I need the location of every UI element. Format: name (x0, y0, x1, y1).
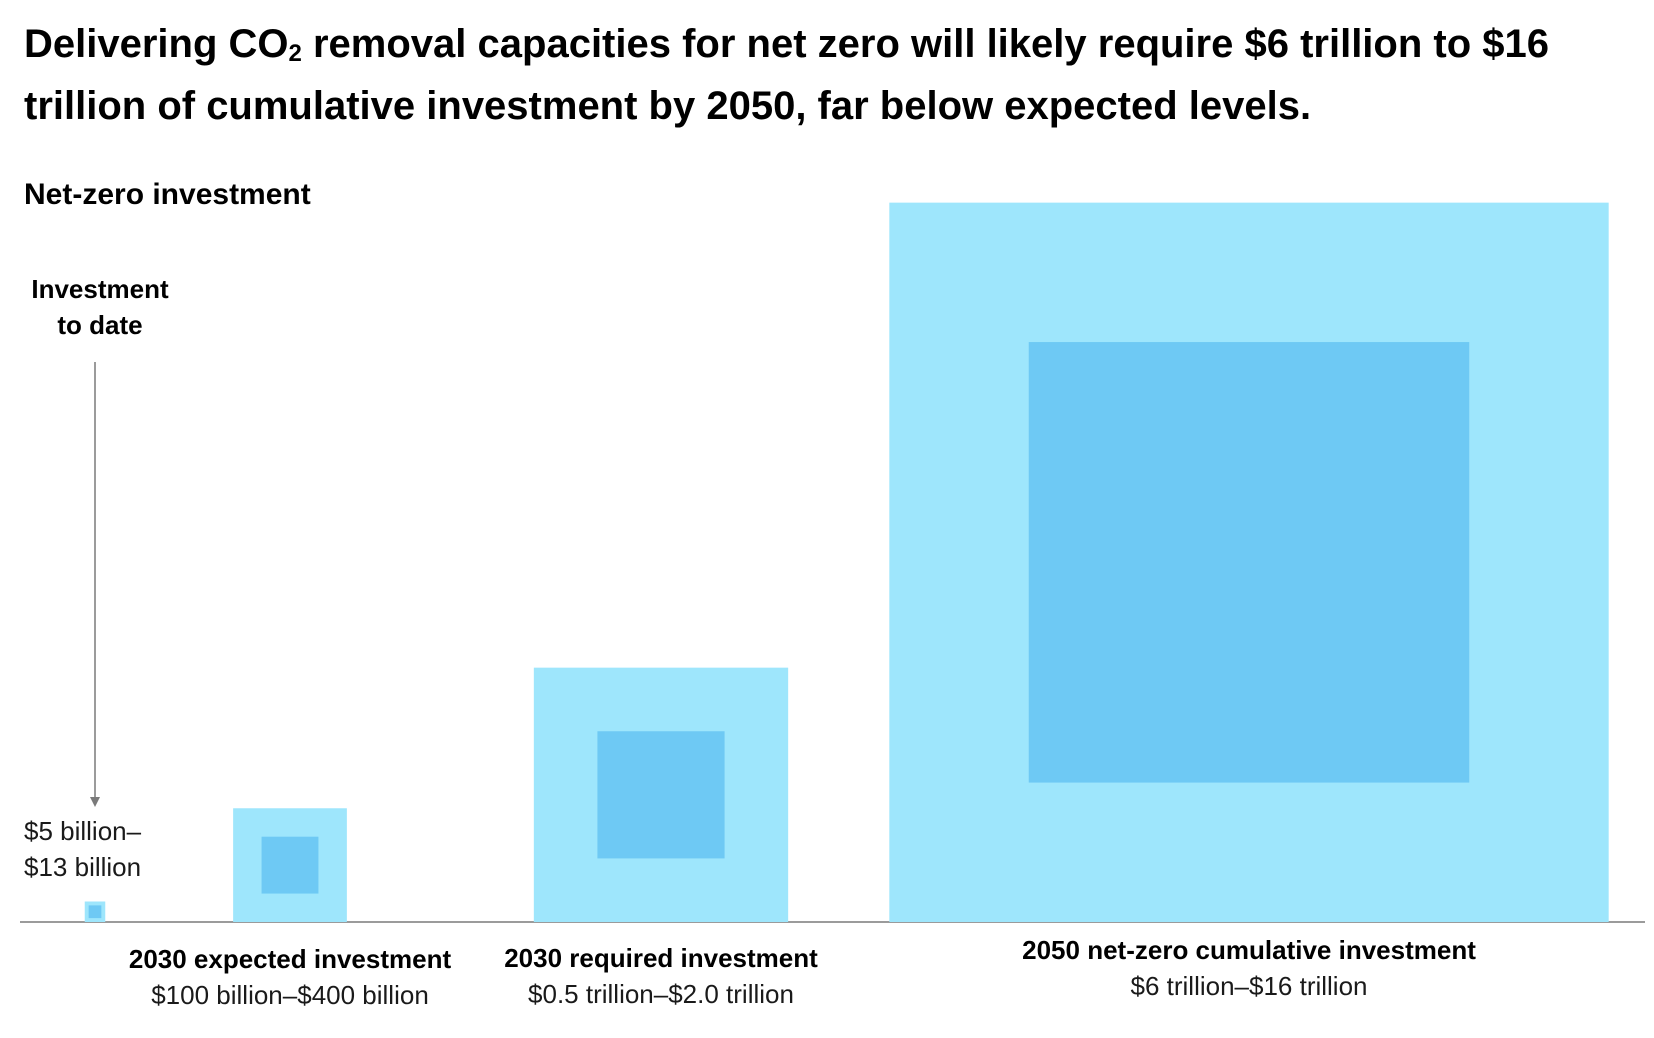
chart-subtitle: Net-zero investment (24, 178, 311, 211)
low-estimate-square-2 (597, 731, 725, 859)
low-estimate-square-0 (88, 905, 102, 919)
range-label-3-0: $6 trillion–$16 trillion (1130, 971, 1367, 1001)
annotation-label-1: to date (57, 310, 142, 340)
title-subscript: 2 (288, 40, 302, 67)
category-label-1: 2030 expected investment (129, 944, 452, 974)
annotation-label-0: Investment (31, 274, 169, 304)
category-label-3: 2050 net-zero cumulative investment (1022, 935, 1476, 965)
range-label-2-0: $0.5 trillion–$2.0 trillion (528, 979, 794, 1009)
chart-title: Delivering CO2 removal capacities for ne… (24, 18, 1624, 132)
range-label-0-1: $13 billion (24, 852, 141, 882)
range-label-0-0: $5 billion– (24, 816, 142, 846)
title-part-1: Delivering CO (24, 22, 289, 66)
annotation-arrowhead (90, 797, 100, 807)
range-label-1-0: $100 billion–$400 billion (151, 980, 429, 1010)
low-estimate-square-3 (1028, 342, 1470, 783)
title-part-2: removal capacities for net zero will lik… (24, 22, 1550, 128)
category-label-2: 2030 required investment (504, 943, 818, 973)
low-estimate-square-1 (261, 836, 319, 894)
